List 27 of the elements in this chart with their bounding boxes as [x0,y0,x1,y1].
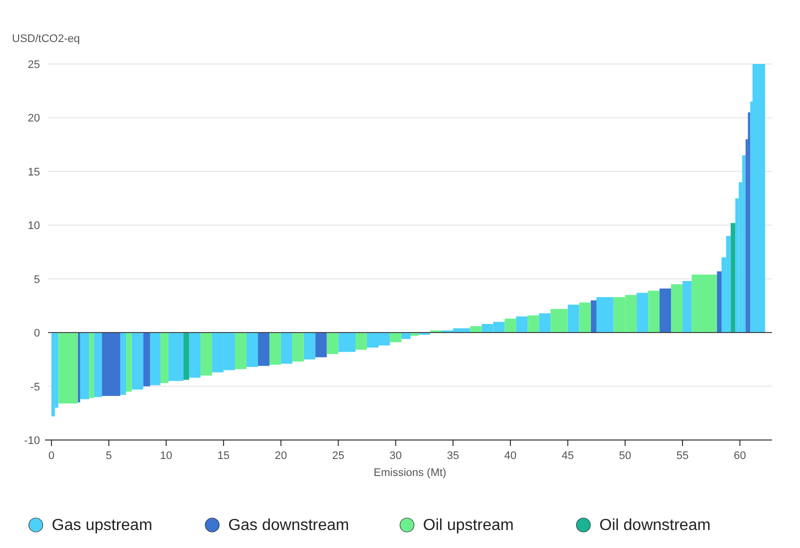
y-tick-label: 5 [34,274,40,286]
x-tick-label: 10 [160,450,172,462]
y-tick-label: 25 [28,59,40,71]
x-tick-label: 35 [446,450,460,462]
x-tick-label: 5 [106,450,112,462]
y-axis-title: USD/tCO2-eq [12,33,80,45]
x-tick-label: 45 [562,450,574,462]
x-tick-label: 15 [217,450,230,462]
x-tick-label: 20 [274,450,288,462]
x-tick-label: 30 [390,450,402,462]
x-tick-label: 40 [504,450,517,462]
x-tick-label: 0 [48,450,55,462]
x-tick-label: 50 [619,450,632,462]
y-tick-label: 10 [28,220,40,232]
y-tick-label: -10 [24,435,40,447]
legend-label: Gas downstream [228,517,350,534]
y-tick-label: 15 [28,166,40,178]
y-tick-label: 20 [28,112,40,125]
y-tick-label: 0 [34,328,40,340]
x-tick-label: 60 [734,450,746,462]
x-tick-label: 25 [332,450,344,462]
x-axis-title: Emissions (Mt) [374,467,446,479]
y-tick-label: -5 [30,381,40,394]
x-tick-label: 55 [676,450,689,462]
legend-label: Gas upstream [52,517,152,534]
legend-label: Oil upstream [423,517,514,534]
legend-label: Oil downstream [599,517,711,534]
